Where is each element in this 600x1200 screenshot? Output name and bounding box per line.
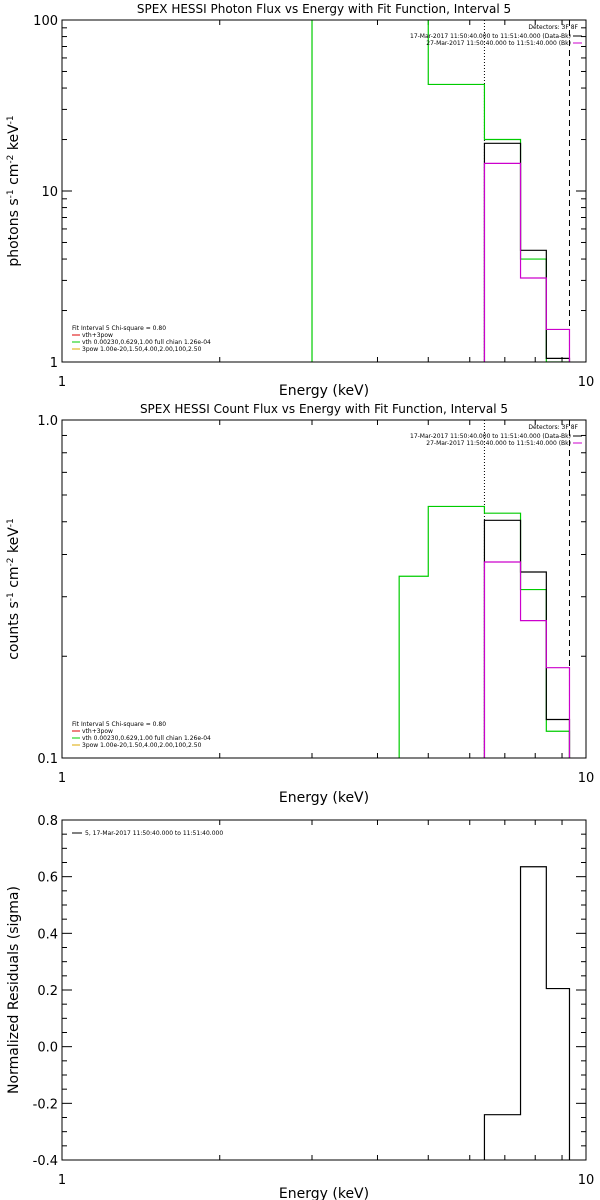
y-tick-label: 0.1 xyxy=(37,752,58,767)
chart-panel-3: Energy (keV) Normalized Residuals (sigma)… xyxy=(6,814,594,1200)
chart-title: SPEX HESSI Count Flux vs Energy with Fit… xyxy=(140,402,508,416)
series-line-3 xyxy=(483,561,571,758)
chart-panel-1: SPEX HESSI Photon Flux vs Energy with Fi… xyxy=(6,2,595,399)
plot-frame xyxy=(61,19,587,363)
y-tick-label: -0.4 xyxy=(33,1154,58,1169)
y-tick-label: 1.0 xyxy=(37,414,58,429)
legend-entry: 27-Mar-2017 11:50:40.000 to 11:51:40.000… xyxy=(426,440,571,447)
series-line-1 xyxy=(311,20,570,362)
y-axis-label: photons s-1 cm-2 keV-1 xyxy=(6,115,22,266)
series-line-3 xyxy=(483,162,571,362)
legend-header: Detectors: 3F 8F xyxy=(528,424,578,431)
series-line-1 xyxy=(483,866,571,1160)
legend-entry: 3pow 1.00e-20,1.50,4.00,2.00,100,2.50 xyxy=(82,346,202,353)
y-tick-label: 1 xyxy=(50,356,58,371)
legend-entry: 17-Mar-2017 11:50:40.000 to 11:51:40.000… xyxy=(410,433,571,440)
legend-header: Fit Interval 5 Chi-square = 0.80 xyxy=(72,325,166,332)
series-line-2 xyxy=(483,519,571,758)
legend-entry: vth 0.00230,0.629,1.00 full chian 1.26e-… xyxy=(82,735,211,742)
y-tick-label: 0.6 xyxy=(37,871,58,886)
y-tick-label: 0.2 xyxy=(37,984,58,999)
legend-entry: vth+3pow xyxy=(82,728,113,735)
x-tick-label: 10 xyxy=(578,771,595,786)
legend-entry: vth 0.00230,0.629,1.00 full chian 1.26e-… xyxy=(82,339,211,346)
y-tick-label: 0.4 xyxy=(37,927,58,942)
plot-frame xyxy=(61,819,587,1161)
x-tick-label: 1 xyxy=(58,1173,66,1188)
legend-entry: 17-Mar-2017 11:50:40.000 to 11:51:40.000… xyxy=(410,33,571,40)
series-line-2 xyxy=(483,142,571,362)
legend-entry: 5, 17-Mar-2017 11:50:40.000 to 11:51:40.… xyxy=(85,830,223,837)
series-group xyxy=(311,20,571,362)
y-tick-label: 0.0 xyxy=(37,1041,58,1056)
y-axis-label: counts s-1 cm-2 keV-1 xyxy=(6,518,22,660)
series-group xyxy=(398,505,571,758)
legend-header: Detectors: 3F 8F xyxy=(528,24,578,31)
x-axis-label: Energy (keV) xyxy=(279,1186,369,1200)
chart-title: SPEX HESSI Photon Flux vs Energy with Fi… xyxy=(137,2,511,16)
legend-header: Fit Interval 5 Chi-square = 0.80 xyxy=(72,721,166,728)
legend-entry: 3pow 1.00e-20,1.50,4.00,2.00,100,2.50 xyxy=(82,742,202,749)
x-tick-label: 1 xyxy=(58,771,66,786)
legend-entry: 27-Mar-2017 11:50:40.000 to 11:51:40.000… xyxy=(426,40,571,47)
y-tick-label: 10 xyxy=(41,185,58,200)
x-tick-label: 10 xyxy=(578,1173,595,1188)
series-group xyxy=(483,866,571,1160)
y-tick-label: 100 xyxy=(33,14,58,29)
x-axis-label: Energy (keV) xyxy=(279,790,369,806)
y-axis-label: Normalized Residuals (sigma) xyxy=(6,886,22,1094)
series-line-1 xyxy=(398,505,571,758)
y-tick-label: 0.8 xyxy=(37,814,58,829)
x-axis-label: Energy (keV) xyxy=(279,383,369,399)
plot-frame xyxy=(61,419,587,759)
chart-panel-2: SPEX HESSI Count Flux vs Energy with Fit… xyxy=(6,402,594,806)
legend-entry: vth+3pow xyxy=(82,332,113,339)
x-tick-label: 10 xyxy=(578,375,595,390)
y-tick-label: -0.2 xyxy=(33,1097,58,1112)
x-tick-label: 1 xyxy=(58,375,66,390)
